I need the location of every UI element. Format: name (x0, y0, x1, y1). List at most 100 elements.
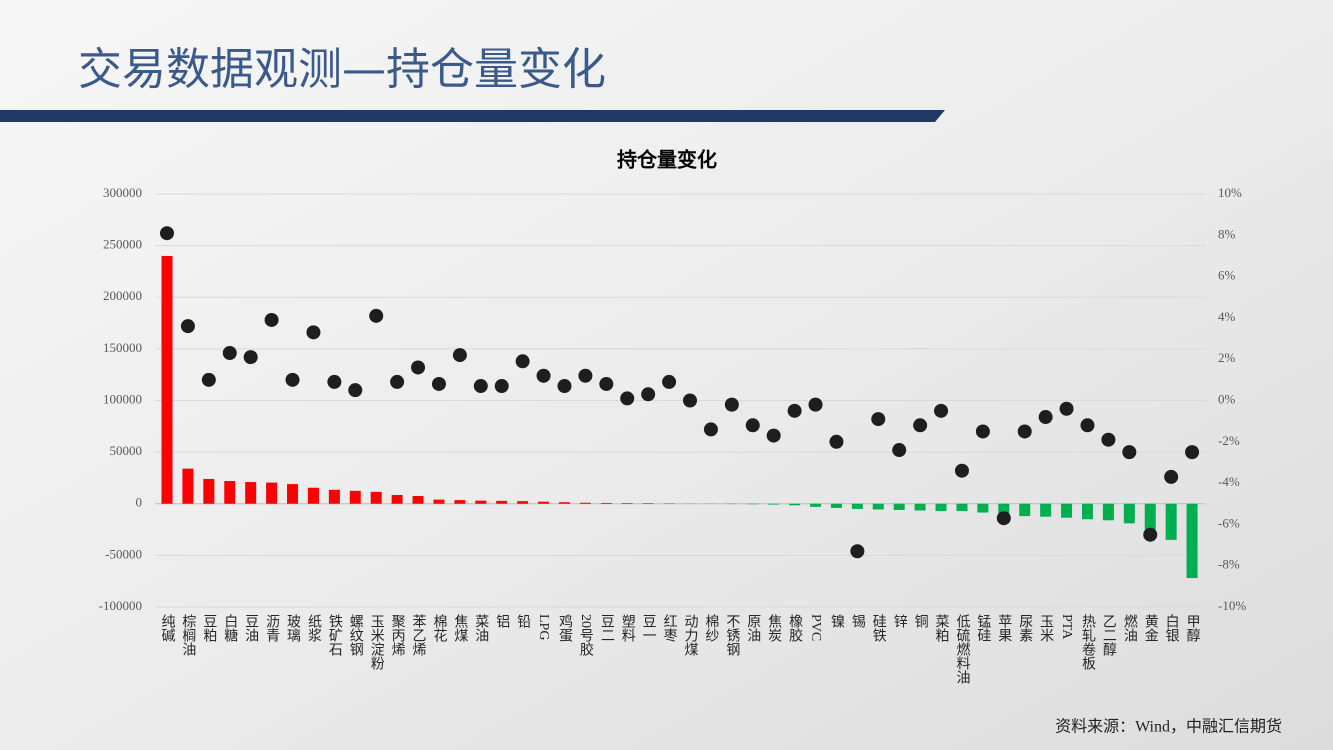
bar (914, 503, 926, 511)
y-tick-label: -100000 (99, 598, 142, 613)
bar (433, 499, 445, 504)
header-bar (0, 110, 945, 122)
bar (538, 501, 550, 504)
dot (1038, 410, 1053, 425)
bar (496, 500, 508, 504)
dot (390, 374, 405, 389)
bar (370, 491, 382, 504)
dot (850, 544, 865, 559)
dot (1059, 401, 1074, 416)
x-tick-label: 棉纱 (703, 613, 719, 642)
dot (557, 379, 572, 394)
bar (872, 503, 884, 510)
dot (201, 372, 216, 387)
x-tick-label: 尿素 (1017, 614, 1033, 642)
x-tick-label: 苯乙烯 (411, 613, 427, 656)
dot (515, 354, 530, 369)
bar (893, 503, 905, 510)
bar (391, 494, 403, 504)
bar (1040, 503, 1052, 517)
dot (871, 412, 886, 427)
dot (348, 383, 363, 398)
x-tick-label: 铅 (515, 614, 531, 628)
y-tick-label: 0 (136, 495, 143, 510)
x-tick-label: 菜粕 (934, 614, 950, 642)
x-tick-label: 螺纹钢 (348, 614, 364, 657)
x-tick-label: 锌 (892, 614, 908, 628)
bar (203, 478, 215, 504)
x-tick-label: 玻璃 (285, 614, 301, 642)
bar (1019, 503, 1031, 517)
x-tick-label: 红枣 (662, 614, 678, 642)
dot (494, 379, 509, 394)
dot (996, 511, 1011, 526)
bar (1081, 503, 1093, 520)
y-tick-label: 300000 (103, 185, 142, 200)
bar (328, 489, 340, 504)
dot (641, 387, 656, 402)
y2-tick-label: -4% (1218, 474, 1240, 489)
dot (306, 325, 321, 340)
y-tick-label: -50000 (105, 546, 142, 561)
dot (160, 226, 174, 241)
x-tick-label: 纯碱 (160, 614, 176, 642)
x-tick-label: 鸡蛋 (557, 613, 573, 643)
bar (789, 503, 801, 506)
x-tick-label: 不锈钢 (724, 614, 740, 657)
dot (431, 376, 446, 391)
x-tick-label: 白银 (1164, 614, 1180, 642)
dot (892, 443, 907, 458)
y-tick-label: 100000 (103, 391, 142, 406)
dot (599, 376, 614, 391)
dot (578, 368, 593, 383)
dot (724, 397, 739, 412)
x-tick-label: 燃油 (1122, 613, 1138, 642)
bar (579, 502, 591, 504)
x-tick-label: 低硫燃料油 (954, 614, 970, 684)
x-tick-label: 铁矿石 (327, 614, 343, 656)
dot (536, 368, 551, 383)
y-tick-label: 200000 (103, 288, 142, 303)
bar (266, 482, 278, 504)
x-tick-label: 20号胶 (578, 614, 594, 657)
bar (1061, 503, 1073, 518)
dot (1080, 418, 1095, 433)
y-tick-label: 250000 (103, 237, 142, 252)
dot (975, 424, 990, 439)
x-tick-label: 玉米淀粉 (369, 614, 385, 671)
dot (1101, 432, 1116, 447)
x-tick-label: 热轧卷板 (1080, 614, 1096, 670)
bar (1102, 503, 1114, 521)
dot (1143, 527, 1158, 542)
dot (243, 350, 258, 365)
bar (600, 502, 612, 504)
bar (558, 502, 570, 504)
bar (1186, 503, 1198, 579)
y2-tick-label: 8% (1218, 226, 1236, 241)
bar (830, 503, 842, 508)
x-tick-label: 白糖 (222, 614, 238, 642)
bar (1123, 503, 1135, 524)
x-tick-label: 棕榈油 (180, 614, 196, 656)
dot (766, 428, 781, 443)
bar (977, 503, 989, 513)
bar (1144, 503, 1156, 530)
dot (327, 374, 342, 389)
slide-title: 交易数据观测—持仓量变化 (78, 44, 606, 95)
bar (1165, 503, 1177, 540)
x-tick-label: 聚丙烯 (390, 614, 406, 656)
x-tick-label: 锰硅 (975, 614, 991, 642)
x-tick-label: 动力煤 (683, 614, 699, 656)
dot (787, 403, 802, 418)
bar (224, 481, 236, 504)
x-tick-label: LPG (536, 614, 551, 640)
bar (621, 503, 633, 504)
x-tick-label: 纸浆 (306, 614, 322, 642)
x-tick-label: 苹果 (996, 614, 1012, 642)
bar (287, 484, 299, 504)
y2-tick-label: 0% (1218, 391, 1236, 406)
x-tick-label: 甲醇 (1185, 614, 1201, 642)
chart-title: 持仓量变化 (617, 148, 717, 172)
